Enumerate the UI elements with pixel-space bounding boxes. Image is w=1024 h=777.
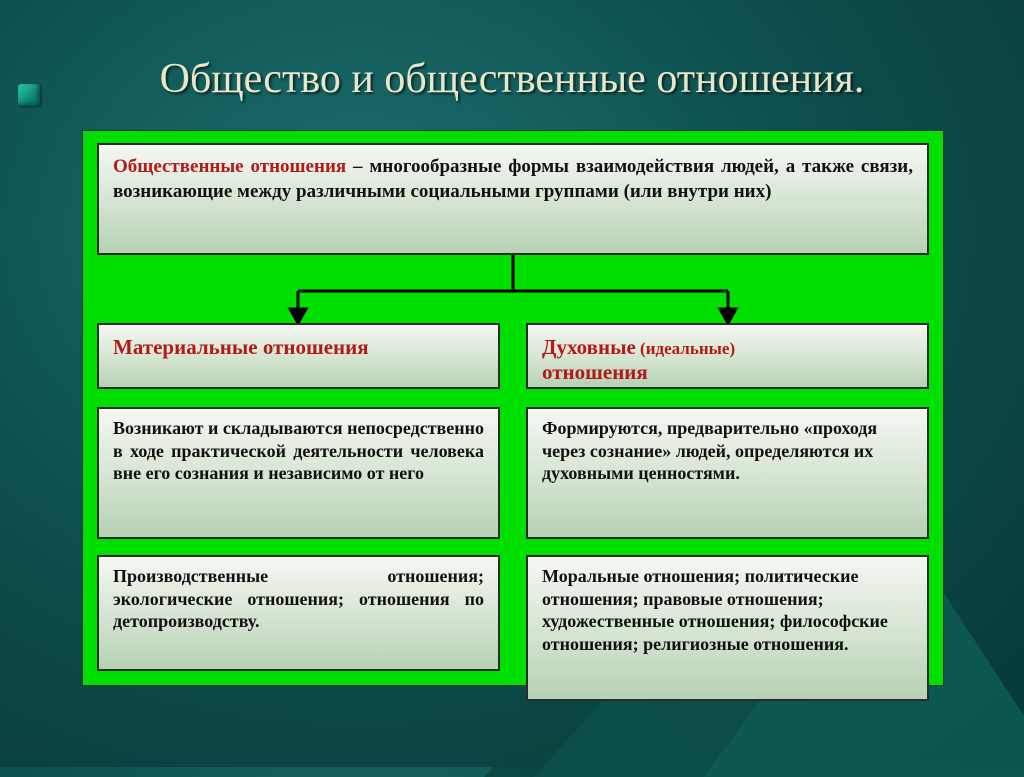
right-examples-box: Моральные отношения; политические отноше… <box>526 555 929 701</box>
left-description-text: Возникают и складываются непосредственно… <box>113 418 484 483</box>
right-description-text: Формируются, предварительно «проходя чер… <box>542 418 877 483</box>
diagram-panel: Общественные отношения – многообразные ф… <box>82 130 944 686</box>
right-examples-text: Моральные отношения; политические отноше… <box>542 566 888 654</box>
right-branch-title-plain: отношения <box>542 360 648 384</box>
slide-title-period: . <box>854 56 865 102</box>
right-branch-title-sub: (идеальные) <box>636 339 735 358</box>
slide-title-text: Общество и общественные отношения <box>160 56 854 102</box>
left-examples-text: Производственные отношения; экологически… <box>113 566 484 631</box>
definition-box: Общественные отношения – многообразные ф… <box>97 143 929 255</box>
right-branch-title-box: Духовные (идеальные) отношения <box>526 323 929 389</box>
left-description-box: Возникают и складываются непосредственно… <box>97 407 500 539</box>
slide-title: Общество и общественные отношения. <box>0 55 1024 103</box>
left-branch-title: Материальные отношения <box>113 335 369 359</box>
left-examples-box: Производственные отношения; экологически… <box>97 555 500 671</box>
right-description-box: Формируются, предварительно «проходя чер… <box>526 407 929 539</box>
right-branch-title-main: Духовные <box>542 335 636 359</box>
left-branch-title-box: Материальные отношения <box>97 323 500 389</box>
definition-term: Общественные отношения <box>113 156 346 177</box>
